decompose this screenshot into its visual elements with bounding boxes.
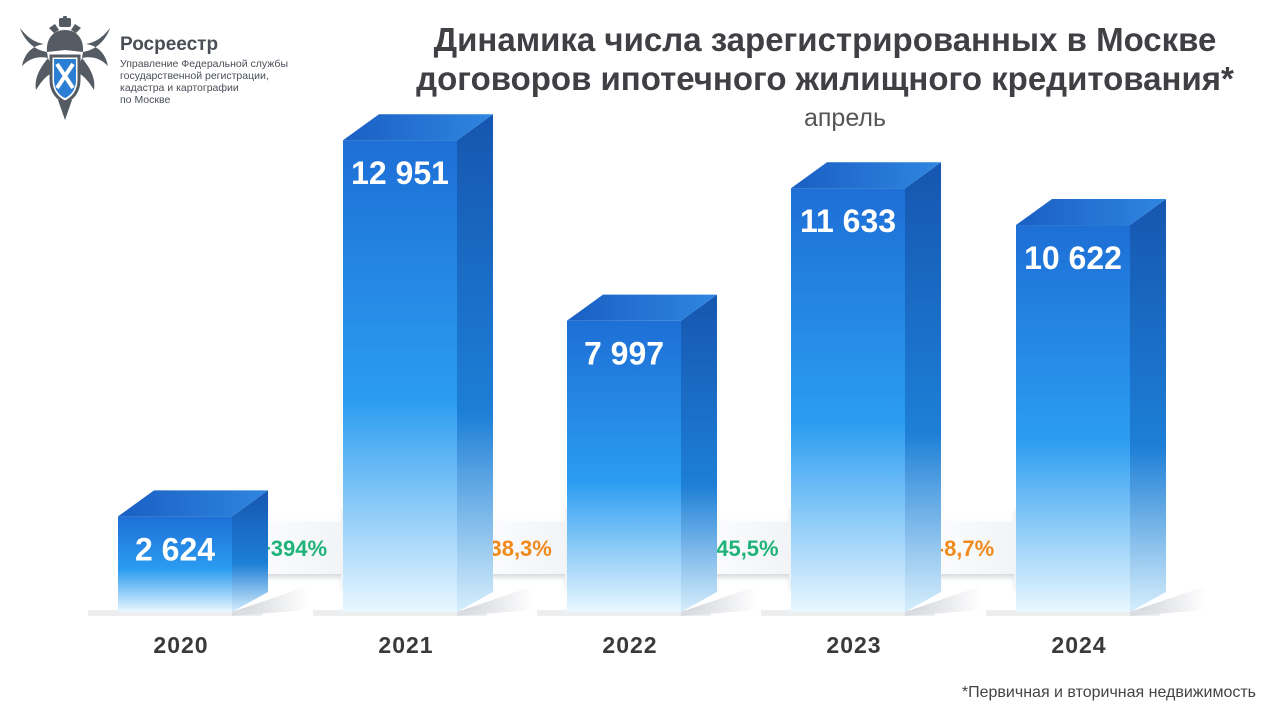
x-tick-label: 2021 (378, 632, 433, 658)
bar-front (118, 516, 232, 612)
org-subtitle: Управление Федеральной службы государств… (120, 58, 288, 106)
data-label: 11 633 (800, 203, 896, 239)
bar-side (232, 490, 268, 612)
data-label: 10 622 (1024, 240, 1122, 276)
bar: 10 622 2024 (1016, 199, 1166, 658)
chart-title: Динамика числа зарегистрированных в Моск… (320, 20, 1280, 98)
change-label: +394% (258, 536, 327, 561)
bar-shadow (232, 586, 308, 616)
bar-side (457, 114, 493, 613)
change-label: -38,3% (482, 536, 552, 561)
bar-floor (986, 610, 1160, 616)
bar-shadow (681, 586, 757, 616)
bar-floor (761, 610, 935, 616)
bar-side (905, 162, 941, 612)
data-label: 12 951 (351, 155, 449, 191)
bar: 7 997 2022 (567, 294, 717, 658)
footnote: *Первичная и вторичная недвижимость (961, 684, 1256, 701)
bar-top (118, 490, 268, 517)
bar-front (343, 140, 457, 613)
x-tick-label: 2023 (826, 632, 881, 658)
bar-top (343, 114, 493, 141)
data-label: 2 624 (135, 531, 215, 567)
bar-top (567, 294, 717, 321)
bar-top (791, 162, 941, 189)
org-name: Росреестр (120, 34, 219, 55)
rosreestr-logo: Росреестр Управление Федеральной службы … (18, 16, 318, 120)
bar-floor (313, 610, 487, 616)
bar-front (567, 320, 681, 612)
bar-shadow (905, 586, 981, 616)
data-label: 7 997 (584, 336, 664, 372)
bar-side (1130, 199, 1166, 612)
bar: 11 633 2023 (791, 162, 941, 658)
chart-title-line-2: договоров ипотечного жилищного кредитова… (416, 60, 1234, 97)
x-tick-label: 2022 (602, 632, 657, 658)
bar: 2 624 2020 (118, 490, 268, 658)
chart-subtitle: апрель (803, 104, 887, 132)
bar-top (1016, 199, 1166, 226)
chart-title-line-1: Динамика числа зарегистрированных в Моск… (433, 21, 1217, 58)
bar-shadow (1130, 586, 1206, 616)
bar-front (791, 188, 905, 612)
bar-floor (537, 610, 711, 616)
bar: 12 951 2021 (343, 114, 493, 658)
bar-shadow (457, 586, 533, 616)
bar-side (681, 294, 717, 612)
bar-front (1016, 225, 1130, 612)
bar-floor (88, 610, 262, 616)
x-tick-label: 2020 (153, 632, 208, 658)
double-headed-eagle-icon (20, 16, 110, 120)
x-tick-label: 2024 (1051, 632, 1106, 658)
change-label: -8,7% (937, 536, 994, 561)
